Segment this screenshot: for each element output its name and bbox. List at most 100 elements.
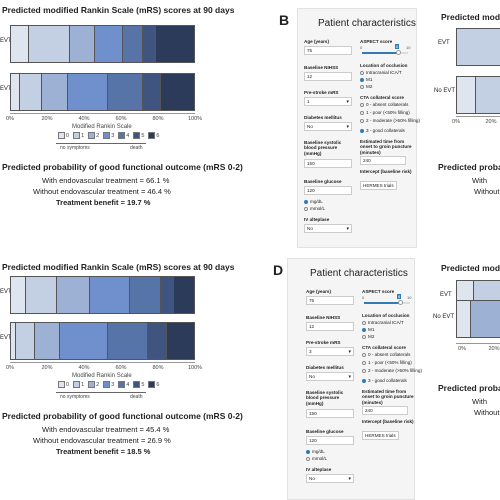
no-symptoms-label: no symptoms xyxy=(60,394,90,400)
treatment-benefit: Treatment benefit = 18.5 % xyxy=(56,447,151,456)
cta-3-radio[interactable]: 3 - good collaterals xyxy=(360,128,405,133)
age-input[interactable]: 75 xyxy=(306,296,354,305)
sbp-input[interactable]: 150 xyxy=(306,409,354,418)
glucose-input[interactable]: 120 xyxy=(306,436,354,445)
occlusion-m1-radio[interactable]: M1 xyxy=(362,327,374,332)
cta-1-radio[interactable]: 1 - poor (<50% filling) xyxy=(360,110,410,115)
stacked-bar-without-evt xyxy=(10,73,195,111)
prestroke-mrs-select[interactable]: 1 xyxy=(304,97,352,106)
tick-label: 20% xyxy=(41,116,53,122)
legend-swatch xyxy=(133,381,141,388)
diabetes-label: Diabetes mellitus xyxy=(306,365,344,370)
time-input[interactable]: 240 xyxy=(362,406,408,415)
legend-item: 3 xyxy=(103,132,114,139)
occlusion-m1-radio[interactable]: M1 xyxy=(360,77,372,82)
chart-f-title: Predicted modifi xyxy=(441,263,500,273)
death-label: death xyxy=(130,394,143,400)
mrs-0-segment xyxy=(11,74,21,110)
nihss-input[interactable]: 12 xyxy=(304,72,352,81)
aspect-slider-handle[interactable] xyxy=(396,50,401,55)
legend-item: 5 xyxy=(133,132,144,139)
mrs-1-segment xyxy=(16,323,35,359)
iv-alteplase-select[interactable]: No xyxy=(304,224,352,233)
intercept-select[interactable]: HERMES trials xyxy=(360,181,397,190)
legend-swatch xyxy=(103,132,111,139)
unit-mmoll-radio[interactable]: mmol/L xyxy=(306,456,327,461)
mrs-0-segment xyxy=(11,277,26,313)
cta-0-radio[interactable]: 0 - absent collaterals xyxy=(360,102,408,107)
mrs-2-segment xyxy=(69,26,96,62)
mrs-5-segment xyxy=(142,74,162,110)
stacked-bar-with-evt xyxy=(10,25,195,63)
occlusion-m2-radio[interactable]: M2 xyxy=(362,334,374,339)
chart-a-title: Predicted modified Rankin Scale (mRS) sc… xyxy=(2,5,235,15)
unit-mgdl-radio[interactable]: mg/dL xyxy=(304,199,323,204)
mrs-4-segment xyxy=(107,323,149,359)
cta-0-radio[interactable]: 0 - absent collaterals xyxy=(362,352,410,357)
diabetes-select[interactable]: No xyxy=(304,122,352,131)
nihss-label: Baseline NIHSS xyxy=(306,315,341,320)
legend-swatch xyxy=(133,132,141,139)
aspect-value: 8 xyxy=(395,44,400,49)
mrs-3-segment xyxy=(67,74,108,110)
death-label: death xyxy=(130,145,143,151)
iv-alteplase-select[interactable]: No xyxy=(306,474,354,483)
row-label: EVT xyxy=(440,292,452,298)
legend-item: 6 xyxy=(148,381,159,388)
cta-2-radio[interactable]: 2 - moderate (>50% filling) xyxy=(362,368,422,373)
sbp-label: Baseline systolic blood pressure (mmHg) xyxy=(306,390,344,406)
prestroke-mrs-select[interactable]: 3 xyxy=(306,347,354,356)
row-label: No EVT xyxy=(433,314,455,320)
cta-2-radio[interactable]: 2 - moderate (>50% filling) xyxy=(360,118,420,123)
tick-label: 20% xyxy=(41,365,53,371)
cta-1-radio[interactable]: 1 - poor (<50% filling) xyxy=(362,360,412,365)
time-input[interactable]: 240 xyxy=(360,156,406,165)
row-label: EVT xyxy=(0,289,12,295)
cta-label: CTA collateral score xyxy=(362,345,406,350)
sbp-input[interactable]: 150 xyxy=(304,159,352,168)
unit-mmoll-radio[interactable]: mmol/L xyxy=(304,206,325,211)
glucose-label: Baseline glucose xyxy=(304,179,342,184)
row-label: EVT xyxy=(0,38,12,44)
tick-label: 100% xyxy=(187,116,203,122)
stacked-bar-without-evt xyxy=(10,322,195,360)
mrs-2-segment xyxy=(42,74,68,110)
legend-swatch xyxy=(58,132,65,139)
occlusion-m2-radio[interactable]: M2 xyxy=(360,84,372,89)
age-input[interactable]: 75 xyxy=(304,46,352,55)
glucose-input[interactable]: 120 xyxy=(304,186,352,195)
unit-mgdl-radio[interactable]: mg/dL xyxy=(306,449,325,454)
legend-item: 1 xyxy=(73,132,84,139)
tick-label: 60% xyxy=(115,116,127,122)
row-label: EVT xyxy=(0,86,12,92)
aspect-label: ASPECT score xyxy=(360,39,393,44)
row-label: EVT xyxy=(438,40,450,46)
mrs-6-segment xyxy=(166,323,194,359)
occlusion-ica-radio[interactable]: Intracranial ICA/T xyxy=(362,320,404,325)
nihss-input[interactable]: 12 xyxy=(306,322,354,331)
mrs-0-segment xyxy=(11,323,17,359)
tick-label: 0% xyxy=(6,365,14,371)
intercept-select[interactable]: HERMES trials xyxy=(362,431,399,440)
tick-label: 100% xyxy=(187,365,203,371)
diabetes-select[interactable]: No xyxy=(306,372,354,381)
tick-label: 60% xyxy=(115,365,127,371)
iv-alteplase-label: IV alteplase xyxy=(306,467,332,472)
occlusion-ica-radio[interactable]: Intracranial ICA/T xyxy=(360,70,402,75)
age-label: Age (years) xyxy=(306,289,332,294)
chart-e-title: Predicted modi xyxy=(441,12,500,22)
legend-item: 4 xyxy=(118,381,129,388)
scale-arrow xyxy=(56,392,146,393)
aspect-min: 0 xyxy=(360,45,363,50)
mrs-5-segment xyxy=(148,323,167,359)
cta-3-radio[interactable]: 3 - good collaterals xyxy=(362,378,407,383)
prestroke-mrs-label: Pre-stroke mRS xyxy=(304,90,339,95)
legend-swatch xyxy=(88,381,96,388)
legend-item: 1 xyxy=(73,381,84,388)
patient-characteristics-panel-d: Patient characteristics Age (years) 75 B… xyxy=(287,258,422,500)
aspect-slider-handle[interactable] xyxy=(398,300,403,305)
mrs-3-segment xyxy=(89,277,130,313)
tick-label: 20% xyxy=(488,346,500,352)
